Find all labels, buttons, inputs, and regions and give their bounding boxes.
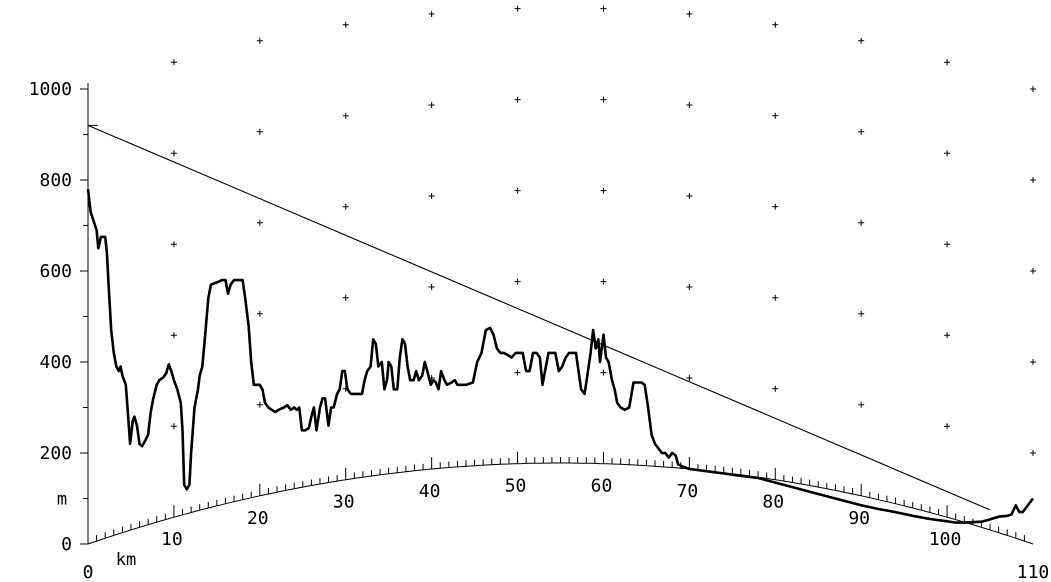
y-tick-label: 800 (39, 170, 72, 191)
grid-cross (686, 375, 693, 382)
grid-cross (858, 310, 865, 317)
curve-tick-label: 40 (419, 481, 441, 502)
y-unit-label: m (57, 490, 67, 510)
curve-tick-label: 80 (762, 492, 784, 513)
grid-cross (600, 96, 607, 103)
grid-crosses (170, 5, 1036, 456)
series-group (86, 124, 1035, 524)
grid-cross (342, 294, 349, 301)
terrain-profile-line (86, 188, 1035, 524)
grid-cross (256, 37, 263, 44)
grid-cross (514, 278, 521, 285)
curve-tick-label: 50 (505, 476, 527, 497)
grid-cross (944, 332, 951, 339)
grid-cross (428, 102, 435, 109)
grid-cross (600, 369, 607, 376)
x-tick-label: 110 (1017, 562, 1050, 582)
grid-cross (772, 112, 779, 119)
grid-cross (686, 284, 693, 291)
grid-cross (170, 423, 177, 430)
grid-cross (772, 203, 779, 210)
grid-cross (514, 5, 521, 12)
grid-cross (944, 59, 951, 66)
grid-cross (1030, 86, 1036, 92)
grid-cross (944, 241, 951, 248)
earth-curvature-line (87, 462, 1034, 545)
grid-cross (342, 112, 349, 119)
grid-cross (600, 5, 607, 12)
grid-cross (858, 37, 865, 44)
y-tick-label: 1000 (29, 79, 72, 100)
grid-cross (944, 150, 951, 157)
curve-tick-label: 30 (333, 492, 355, 513)
grid-cross (256, 128, 263, 135)
grid-cross (686, 193, 693, 200)
grid-cross (428, 284, 435, 291)
curve-tick-label: 70 (677, 481, 699, 502)
grid-cross (772, 385, 779, 392)
labels-group: 0 200 400 600 800 1000 m km 0 110 10 20 30 40 50 60 70 80… (29, 79, 1050, 582)
grid-cross (772, 294, 779, 301)
y-tick-label: 0 (61, 534, 72, 555)
grid-cross (686, 102, 693, 109)
grid-cross (1030, 450, 1036, 456)
grid-cross (1030, 359, 1036, 365)
x-tick-label: 0 (83, 562, 94, 582)
grid-cross (514, 187, 521, 194)
grid-cross (514, 96, 521, 103)
earth-curve-group (87, 451, 1034, 545)
line-of-sight-line (87, 124, 991, 511)
y-tick-label: 600 (39, 261, 72, 282)
grid-cross (772, 21, 779, 28)
axes-group (80, 83, 98, 545)
grid-cross (944, 423, 951, 430)
grid-cross (1030, 268, 1036, 274)
grid-cross (342, 203, 349, 210)
grid-cross (858, 128, 865, 135)
grid-cross (1030, 177, 1036, 183)
grid-cross (600, 187, 607, 194)
grid-cross (170, 150, 177, 157)
grid-cross (170, 59, 177, 66)
grid-cross (342, 21, 349, 28)
x-unit-label: km (116, 550, 136, 570)
grid-cross (256, 310, 263, 317)
y-tick-label: 400 (39, 352, 72, 373)
grid-cross (170, 332, 177, 339)
grid-cross (428, 193, 435, 200)
grid-cross (686, 11, 693, 18)
curve-tick-label: 20 (247, 508, 269, 529)
grid-cross (256, 401, 263, 408)
grid-cross (428, 11, 435, 18)
grid-cross (514, 369, 521, 376)
grid-cross (600, 278, 607, 285)
curve-tick-label: 100 (929, 529, 962, 550)
grid-cross (858, 401, 865, 408)
grid-cross (858, 219, 865, 226)
curve-tick-label: 90 (848, 508, 870, 529)
y-tick-label: 200 (39, 443, 72, 464)
grid-cross (170, 241, 177, 248)
curve-tick-label: 60 (591, 476, 613, 497)
grid-cross (256, 219, 263, 226)
curve-tick-label: 10 (161, 529, 183, 550)
